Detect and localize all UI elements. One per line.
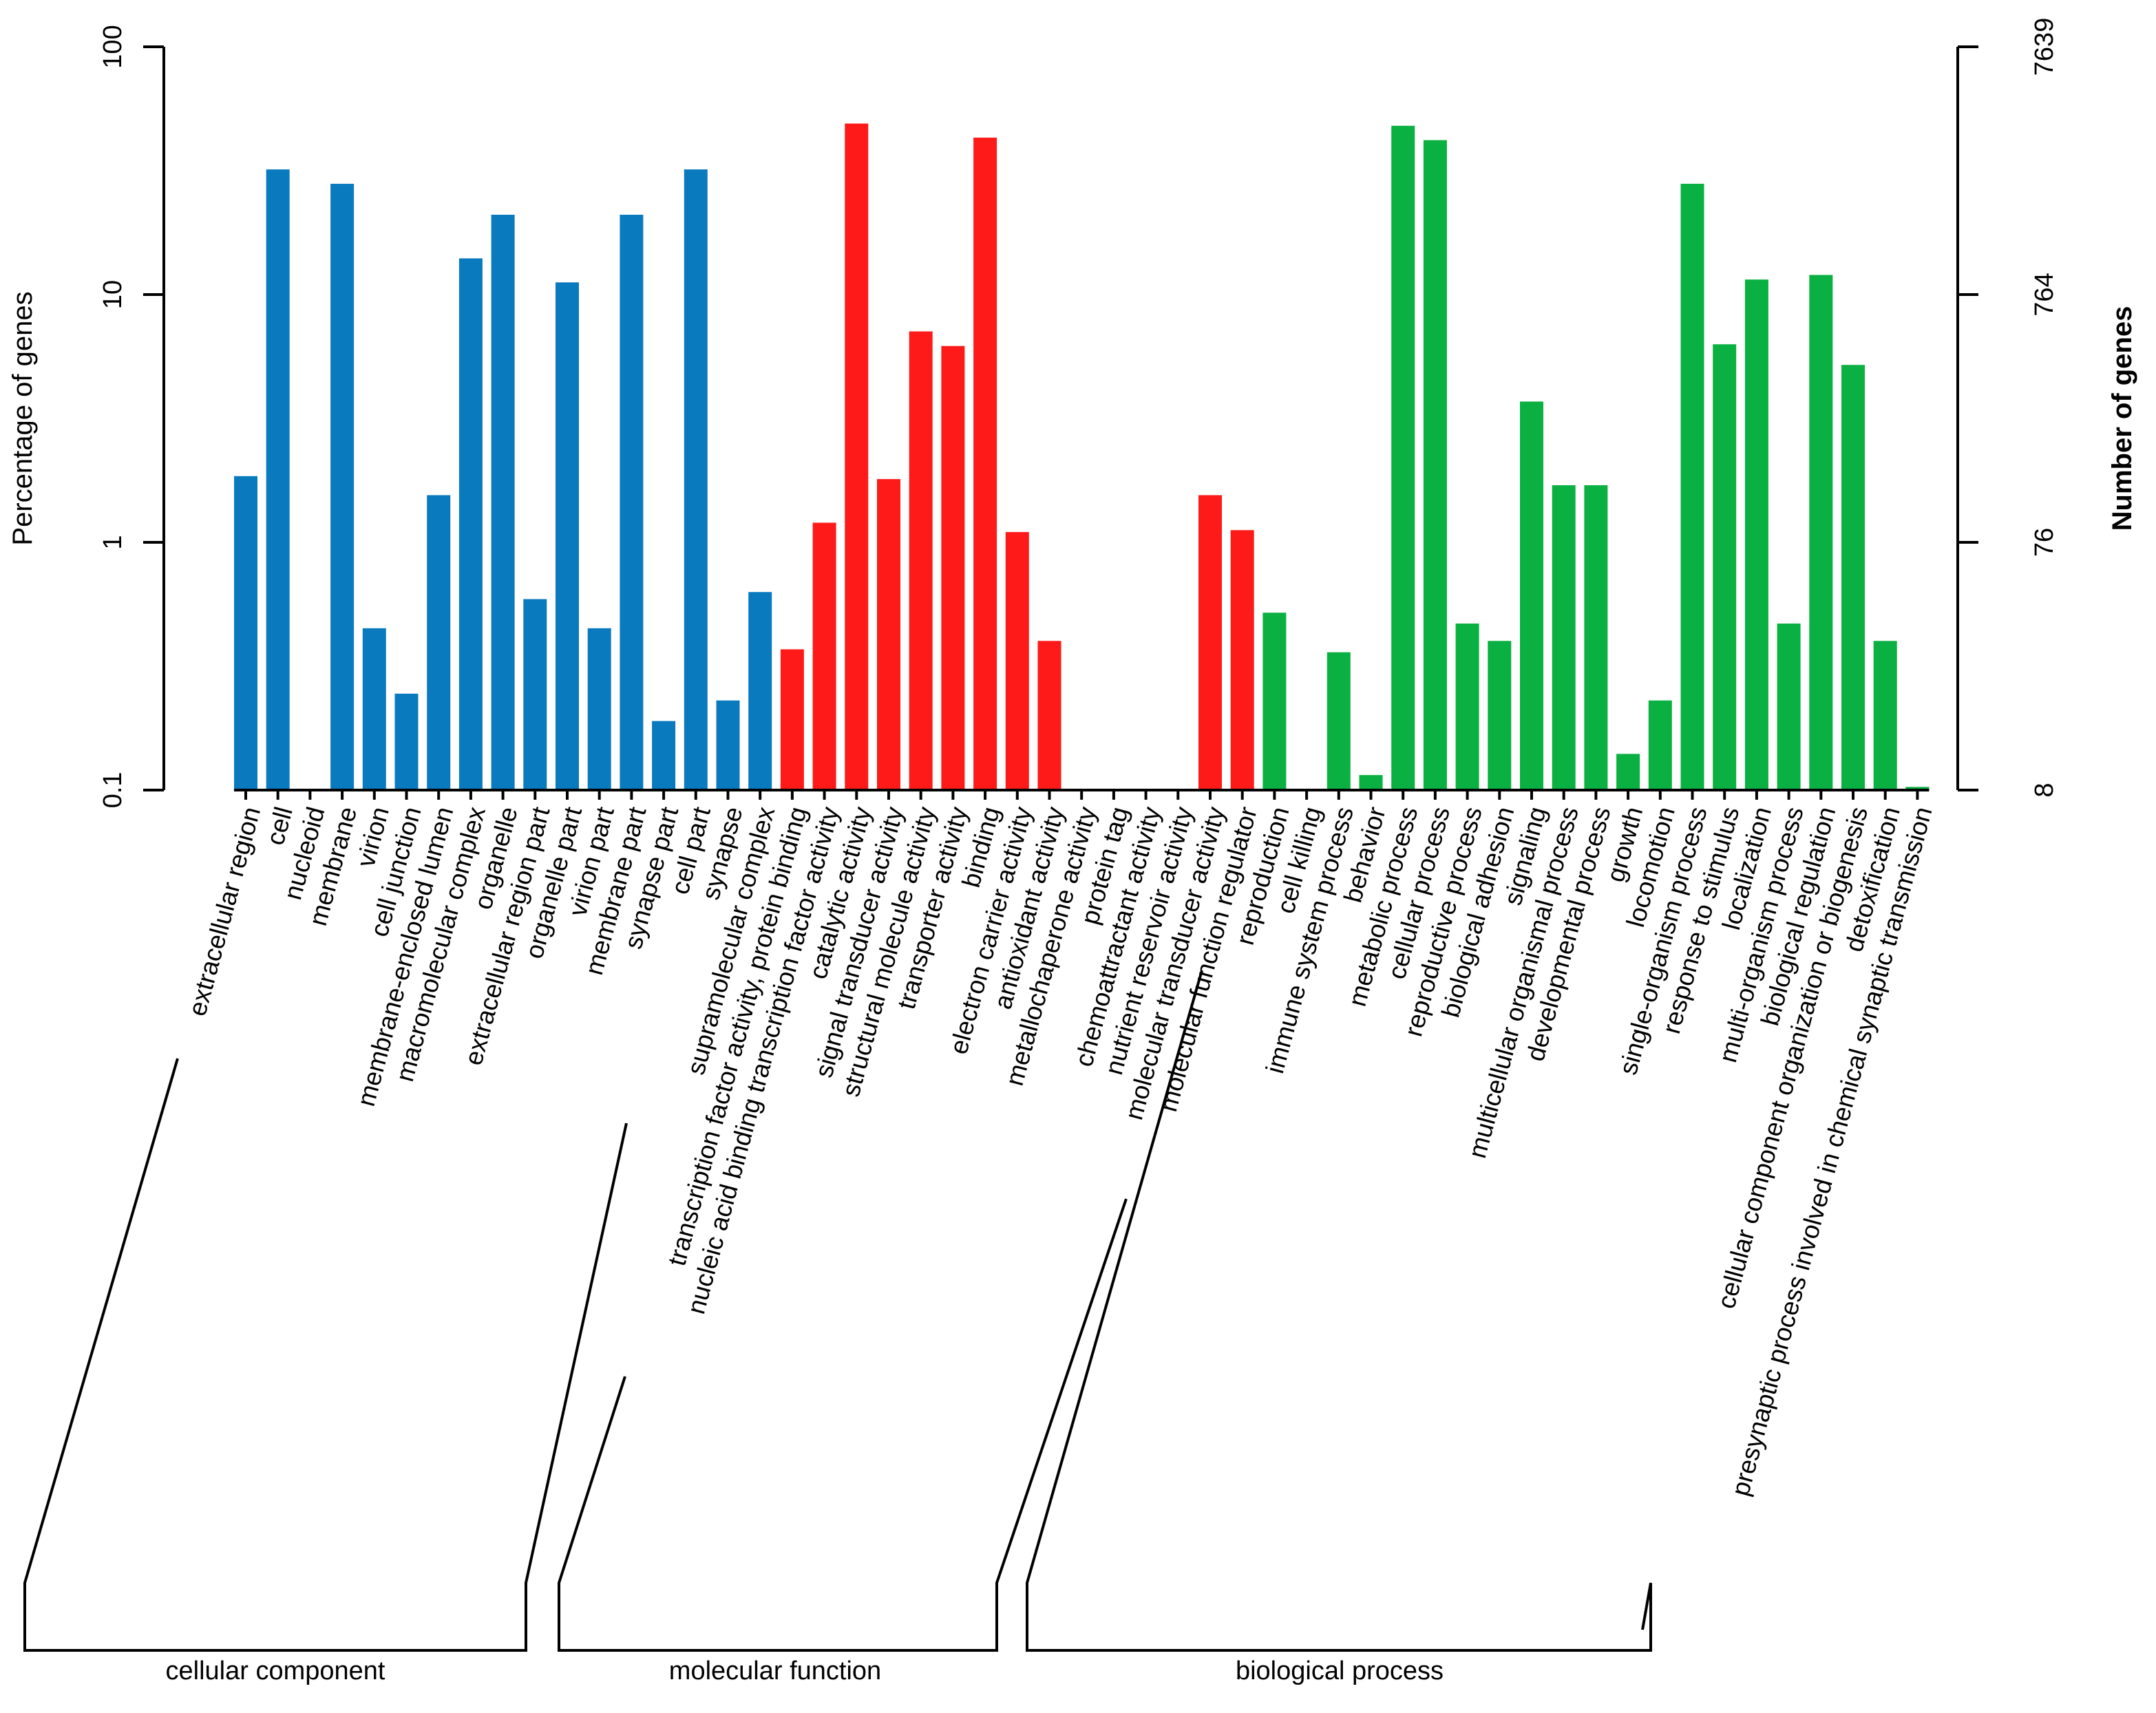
bar-transporter-activity	[941, 345, 965, 790]
bar-membrane-part	[620, 215, 644, 790]
bar-locomotion	[1648, 700, 1672, 790]
bar-antioxidant-activity	[1037, 641, 1061, 790]
bar-cellular-component-organization-or-biogenesis	[1841, 365, 1865, 790]
bar-molecular-function-regulator	[1230, 530, 1254, 790]
bar-organelle-part	[556, 282, 579, 791]
group-label-cellular-component: cellular component	[166, 1657, 385, 1685]
left-axis-title: Percentage of genes	[8, 291, 38, 545]
bar-cell-junction	[394, 693, 419, 790]
right-tick-label-7639: 7639	[2030, 18, 2059, 76]
bracket-biological-process	[1026, 970, 1652, 1652]
group-label-molecular-function: molecular function	[669, 1657, 881, 1685]
bar-virion-part	[587, 628, 611, 790]
bar-reproduction	[1262, 613, 1287, 790]
bar-macromolecular-complex	[458, 258, 483, 790]
bar-signal-transducer-activity	[877, 479, 900, 790]
bar-response-to-stimulus	[1713, 344, 1737, 790]
right-tick-label-764: 764	[2030, 273, 2059, 316]
bar-presynaptic-process-involved-in-chemical-synaptic-transmission	[1905, 787, 1930, 790]
bar-immune-system-process	[1327, 652, 1351, 790]
left-tick-label-100: 100	[98, 25, 127, 68]
bar-membrane-enclosed-lumen	[427, 495, 451, 790]
left-tick-label-10: 10	[98, 280, 127, 309]
bar-biological-adhesion	[1488, 641, 1512, 790]
bar-catalytic-activity	[845, 123, 869, 790]
axes-layer: 100 10 1 0.1 Percentage of genes 7639 764 76 8 Nu…	[8, 18, 2137, 809]
bar-signaling	[1520, 401, 1543, 790]
right-tick-label-76: 76	[2030, 528, 2059, 557]
group-label-biological-process: biological process	[1236, 1657, 1444, 1685]
bar-binding	[973, 137, 997, 790]
bar-membrane	[330, 184, 355, 791]
right-tick-label-8: 8	[2030, 783, 2059, 797]
left-tick-label-1: 1	[98, 535, 127, 549]
right-axis-title: Number of genes	[2107, 306, 2137, 531]
bar-detoxification	[1873, 641, 1897, 790]
category-label-extracellular-region: extracellular region	[183, 804, 266, 1019]
bar-supramolecular-complex	[748, 592, 772, 790]
group-brackets-layer: cellular component molecular function biol…	[23, 970, 1652, 1685]
bar-developmental-process	[1584, 485, 1608, 790]
bar-behavior	[1359, 775, 1383, 790]
bar-synapse	[716, 700, 740, 790]
bar-extracellular-region	[234, 476, 257, 790]
bar-molecular-transducer-activity	[1198, 495, 1222, 790]
bar-multicellular-organismal-process	[1552, 485, 1576, 790]
bar-transcription-factor-activity-protein-binding	[780, 649, 804, 790]
bar-cell-part	[684, 169, 708, 791]
bar-multi-organism-process	[1777, 624, 1801, 790]
bar-cellular-process	[1423, 140, 1447, 790]
bar-organelle	[491, 215, 515, 790]
bar-single-organism-process	[1680, 184, 1704, 791]
bar-localization	[1744, 279, 1768, 790]
bracket-molecular-function	[558, 1198, 1128, 1652]
bar-nucleic-acid-binding-transcription-factor-activity	[812, 522, 836, 790]
bar-electron-carrier-activity	[1005, 532, 1029, 790]
left-tick-label-0-1: 0.1	[98, 772, 127, 809]
bar-growth	[1616, 754, 1640, 790]
bar-cell	[266, 169, 290, 791]
bars-layer	[234, 123, 1930, 791]
bar-structural-molecule-activity	[909, 331, 933, 790]
bar-metabolic-process	[1391, 125, 1415, 790]
bar-extracellular-region-part	[523, 599, 547, 790]
bar-synapse-part	[652, 721, 676, 790]
bar-reproductive-process	[1455, 624, 1479, 790]
bracket-cellular-component	[23, 1058, 628, 1652]
bar-biological-regulation	[1809, 275, 1833, 790]
bar-virion	[362, 628, 386, 790]
